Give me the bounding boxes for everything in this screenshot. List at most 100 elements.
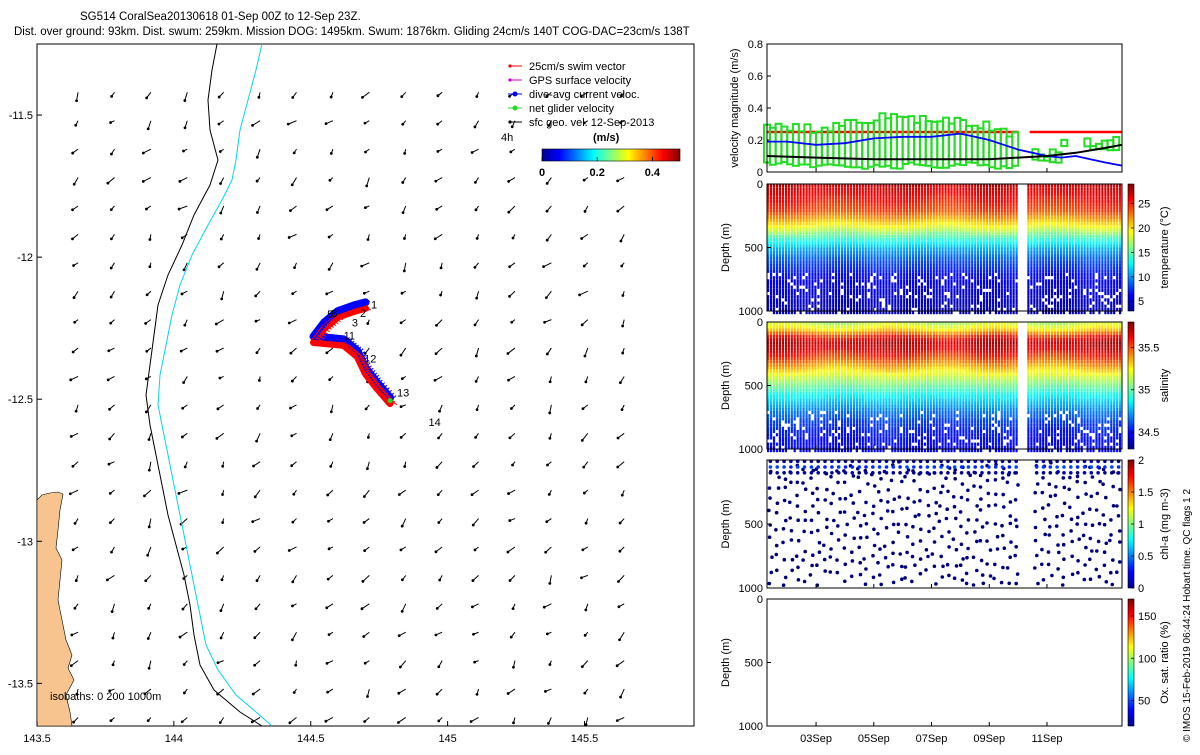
geo-velocity-arrow-head xyxy=(475,355,478,358)
temperature-cell xyxy=(974,305,976,308)
temperature-cell xyxy=(1010,263,1012,266)
velocity-y-tick-label: 0.6 xyxy=(748,71,763,83)
temperature-cell xyxy=(989,260,991,263)
temperature-cell xyxy=(850,254,852,257)
temperature-cell xyxy=(838,260,840,263)
geo-velocity-arrow-head xyxy=(510,321,513,324)
temperature-cell xyxy=(853,235,855,238)
temperature-cell xyxy=(930,200,932,203)
temperature-cell xyxy=(912,187,914,190)
temperature-cell xyxy=(832,187,834,190)
temperature-cell xyxy=(936,298,938,301)
temperature-cell xyxy=(885,251,887,254)
temperature-cell xyxy=(903,251,905,254)
temperature-cell xyxy=(959,295,961,298)
temperature-cell xyxy=(1013,270,1015,273)
temperature-cell xyxy=(829,200,831,203)
temperature-cell xyxy=(983,225,985,228)
temperature-cell xyxy=(853,254,855,257)
geo-velocity-arrow-head xyxy=(440,266,443,269)
temperature-cell xyxy=(1010,286,1012,289)
temperature-cell xyxy=(983,276,985,279)
temperature-cell xyxy=(897,276,899,279)
temperature-cell xyxy=(800,295,802,298)
temperature-cell xyxy=(829,225,831,228)
temperature-cell xyxy=(835,273,837,276)
temperature-cell xyxy=(903,257,905,260)
temperature-cell xyxy=(1045,197,1047,200)
temperature-cell xyxy=(782,194,784,197)
temperature-cell xyxy=(959,197,961,200)
temperature-cell xyxy=(838,267,840,270)
geo-velocity-arrow-head xyxy=(475,95,478,98)
temperature-cell xyxy=(1004,225,1006,228)
temperature-cell xyxy=(817,270,819,273)
temperature-cell xyxy=(894,235,896,238)
temperature-cell xyxy=(862,267,864,270)
temperature-cell xyxy=(782,282,784,285)
temperature-cell xyxy=(995,194,997,197)
temperature-cell xyxy=(1001,276,1003,279)
temperature-cell xyxy=(927,276,929,279)
temperature-cell xyxy=(971,282,973,285)
temperature-cell xyxy=(779,197,781,200)
geo-velocity-arrow-head xyxy=(256,407,259,410)
temperature-cell xyxy=(983,254,985,257)
temperature-cell xyxy=(1004,222,1006,225)
temperature-cell xyxy=(983,257,985,260)
temperature-cell xyxy=(803,295,805,298)
temperature-cell xyxy=(791,228,793,231)
temperature-cell xyxy=(1027,263,1029,266)
temperature-cell xyxy=(900,279,902,282)
temperature-cell xyxy=(862,248,864,251)
temperature-cell xyxy=(871,282,873,285)
temperature-cell xyxy=(871,263,873,266)
temperature-cell xyxy=(903,298,905,301)
temperature-cell xyxy=(1001,194,1003,197)
geo-velocity-arrow-head xyxy=(142,180,145,183)
temperature-cell xyxy=(918,225,920,228)
temperature-cell xyxy=(1048,286,1050,289)
temperature-cell xyxy=(835,248,837,251)
geo-velocity-arrow-head xyxy=(470,720,473,723)
temperature-cell xyxy=(814,197,816,200)
temperature-cell xyxy=(800,251,802,254)
temperature-cell xyxy=(803,254,805,257)
temperature-cell xyxy=(820,203,822,206)
temperature-cell xyxy=(915,305,917,308)
temperature-cell xyxy=(785,244,787,247)
temperature-cell xyxy=(918,257,920,260)
temperature-cell xyxy=(1027,289,1029,292)
temperature-cell xyxy=(983,263,985,266)
temperature-cell xyxy=(950,190,952,193)
temperature-cell xyxy=(1060,216,1062,219)
temperature-cell xyxy=(844,194,846,197)
temperature-cell xyxy=(808,241,810,244)
temperature-cell xyxy=(989,235,991,238)
temperature-cell xyxy=(936,197,938,200)
geo-velocity-arrow-head xyxy=(330,96,333,99)
temperature-cell xyxy=(1066,298,1068,301)
temperature-cell xyxy=(844,279,846,282)
temperature-cell xyxy=(803,206,805,209)
temperature-cell xyxy=(1033,209,1035,212)
temperature-cell xyxy=(1039,279,1041,282)
temperature-cell xyxy=(900,286,902,289)
temperature-cell xyxy=(879,248,881,251)
temperature-cell xyxy=(924,213,926,216)
temperature-cell xyxy=(903,270,905,273)
temperature-cell xyxy=(823,238,825,241)
legend-label: sfc geo. vel. 12-Sep-2013 xyxy=(529,117,654,129)
temperature-cell xyxy=(797,286,799,289)
temperature-cell xyxy=(838,232,840,235)
temperature-cell xyxy=(894,209,896,212)
temperature-cell xyxy=(853,292,855,295)
temperature-cell xyxy=(1072,238,1074,241)
temperature-cell xyxy=(989,219,991,222)
temperature-cell xyxy=(1060,219,1062,222)
map-x-tick-label: 143.5 xyxy=(23,733,51,745)
temperature-cell xyxy=(829,244,831,247)
temperature-cell xyxy=(1051,263,1053,266)
temperature-cell xyxy=(844,289,846,292)
temperature-cell xyxy=(968,292,970,295)
